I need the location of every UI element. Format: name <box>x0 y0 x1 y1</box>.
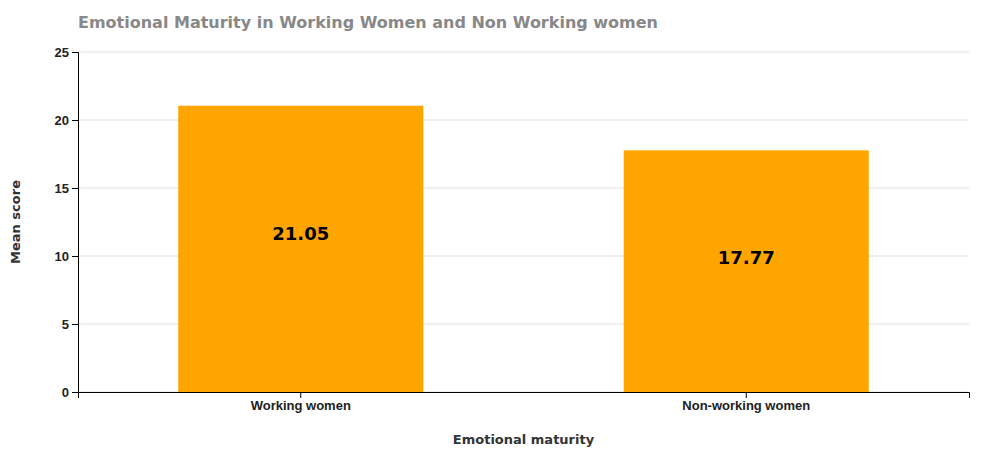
y-tick: 25 <box>55 45 78 60</box>
y-tick: 15 <box>55 181 78 196</box>
y-tick-label: 10 <box>55 249 69 264</box>
grid <box>78 52 969 392</box>
chart-svg: 21.05 17.77 Working women Non-working women… <box>0 0 993 458</box>
y-axis-line <box>72 53 79 393</box>
data-labels: 21.05 17.77 <box>272 223 774 269</box>
y-axis: 0 5 10 15 20 25 <box>55 45 79 400</box>
x-axis: Working women Non-working women <box>79 392 970 413</box>
y-tick: 20 <box>55 113 78 128</box>
x-tick: Working women <box>251 392 351 413</box>
data-label: 21.05 <box>272 223 329 244</box>
chart-title: Emotional Maturity in Working Women and … <box>78 13 658 32</box>
y-tick-mark <box>72 324 78 325</box>
x-tick-mark <box>746 392 747 398</box>
bar <box>624 150 869 392</box>
x-tick-mark <box>300 392 301 398</box>
bars <box>178 106 869 392</box>
y-tick-label: 15 <box>55 181 69 196</box>
x-tick: Non-working women <box>682 392 810 413</box>
y-tick-mark <box>72 52 78 53</box>
bar <box>178 106 423 392</box>
x-tick-label: Non-working women <box>682 398 810 413</box>
y-tick-label: 0 <box>62 385 69 400</box>
y-tick-label: 5 <box>62 317 69 332</box>
chart-container: 21.05 17.77 Working women Non-working women… <box>0 0 993 458</box>
y-tick-mark <box>72 120 78 121</box>
y-tick: 0 <box>62 385 78 400</box>
y-tick: 5 <box>62 317 78 332</box>
grid-line <box>78 52 969 53</box>
y-axis-title: Mean score <box>8 180 23 264</box>
data-label: 17.77 <box>718 247 775 268</box>
y-tick-label: 20 <box>55 113 69 128</box>
x-axis-line <box>79 393 970 399</box>
y-tick-mark <box>72 256 78 257</box>
plot-area: 21.05 17.77 Working women Non-working women… <box>55 45 970 414</box>
x-tick-label: Working women <box>251 398 351 413</box>
y-tick-mark <box>72 188 78 189</box>
x-axis-title: Emotional maturity <box>453 432 595 447</box>
y-tick-label: 25 <box>55 45 69 60</box>
y-tick: 10 <box>55 249 78 264</box>
y-tick-mark <box>72 392 78 393</box>
